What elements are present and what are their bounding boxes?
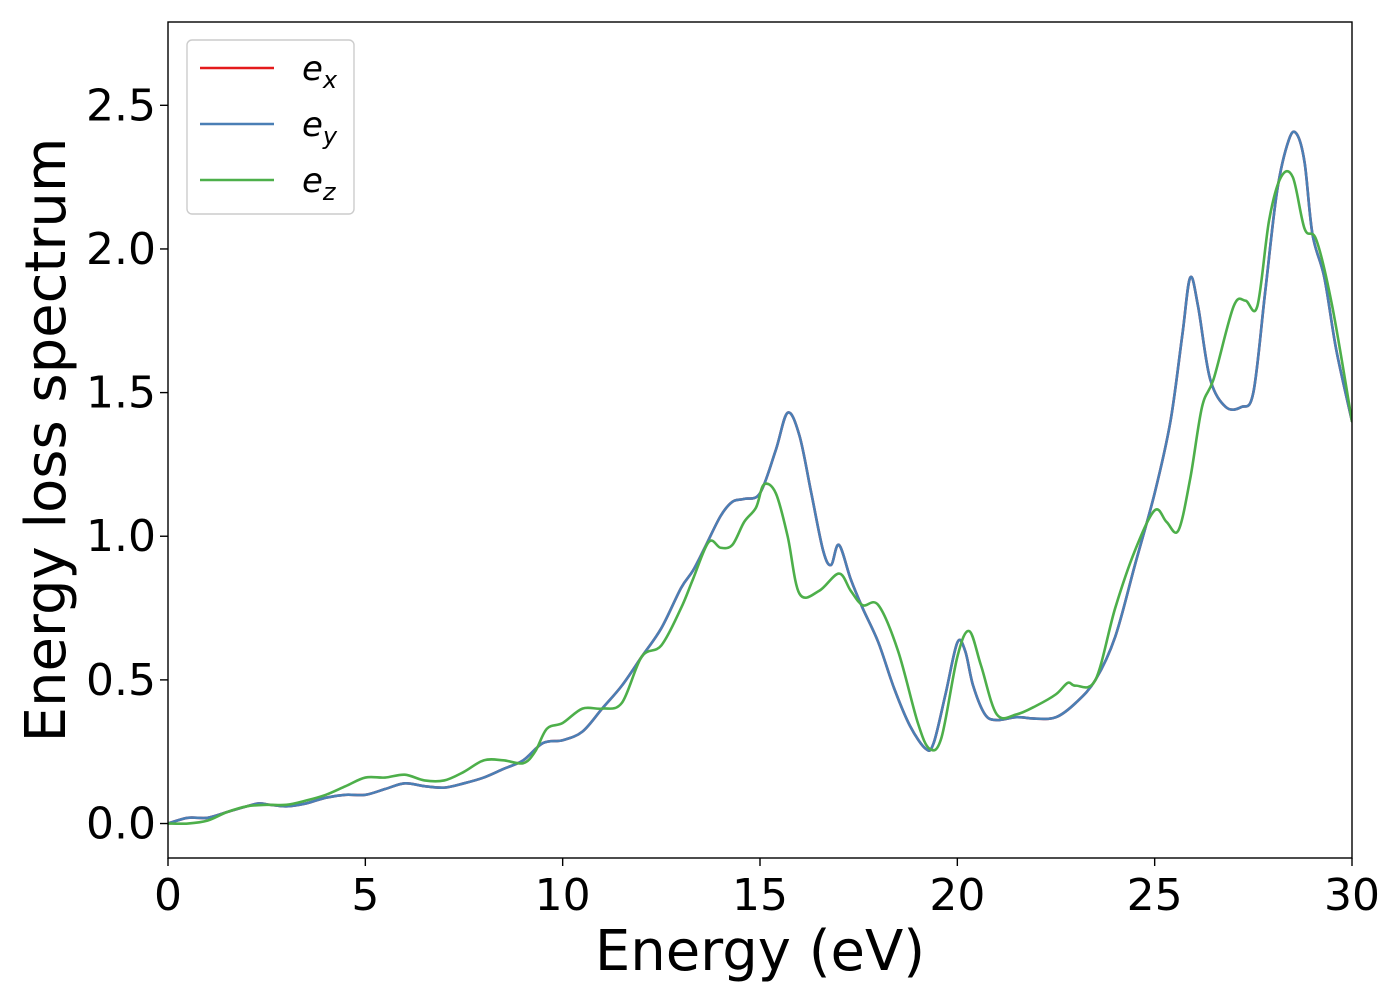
- legend-box: [186, 39, 355, 215]
- legend-label-z: ez: [302, 161, 337, 206]
- series-line-x: [168, 130, 1352, 825]
- x-tick-label: 15: [732, 870, 788, 921]
- y-tick-label: 2.0: [86, 224, 156, 275]
- plot-area: [168, 130, 1352, 826]
- x-tick-label: 20: [929, 870, 985, 921]
- series-layer: [168, 130, 1352, 826]
- series-line-z: [168, 169, 1352, 826]
- series-line-y: [168, 130, 1352, 825]
- y-tick-label: 1.5: [86, 368, 156, 419]
- legend-label-x: ex: [302, 49, 338, 94]
- y-tick-label: 0.0: [86, 799, 156, 850]
- y-tick-label: 0.5: [86, 655, 156, 706]
- legend-label-y: ey: [302, 105, 338, 150]
- legend: ex ey ez: [186, 39, 355, 215]
- y-tick-label: 1.0: [86, 511, 156, 562]
- y-tick-label: 2.5: [86, 80, 156, 131]
- x-tick-label: 30: [1324, 870, 1380, 921]
- x-tick-label: 0: [154, 870, 182, 921]
- x-axis-label: Energy (eV): [595, 919, 925, 984]
- x-tick-label: 5: [351, 870, 379, 921]
- x-tick-label: 10: [535, 870, 591, 921]
- y-axis: 0.0 0.5 1.0 1.5 2.0 2.5: [86, 80, 168, 850]
- x-axis: 0 5 10 15 20 25 30: [154, 858, 1380, 921]
- y-axis-label: Energy loss spectrum: [14, 138, 79, 743]
- x-tick-label: 25: [1127, 870, 1183, 921]
